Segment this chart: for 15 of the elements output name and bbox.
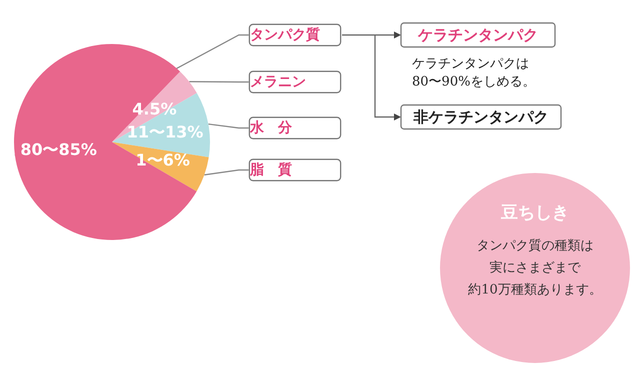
text: タンパク質の種類は (476, 238, 594, 254)
data-label: 11〜13% (126, 122, 204, 142)
text: ケラチンタンパク (417, 26, 538, 44)
text: 豆ちしき (500, 203, 569, 223)
data-label: 1〜6% (136, 150, 190, 170)
data-label: 80〜85% (20, 140, 97, 159)
slice-label: 脂 質 (249, 161, 292, 178)
text: 80〜90%をしめる。 (412, 74, 536, 90)
text: 実にさまざまで (490, 260, 582, 276)
text: 約10万種類あります。 (468, 282, 602, 298)
slice-label: 水 分 (249, 120, 293, 136)
slice-label: タンパク質 (250, 26, 320, 43)
slice-label: メラニン (250, 74, 306, 90)
text: 非ケラチンタンパク (412, 108, 548, 126)
text: ケラチンタンパクは (412, 56, 529, 72)
